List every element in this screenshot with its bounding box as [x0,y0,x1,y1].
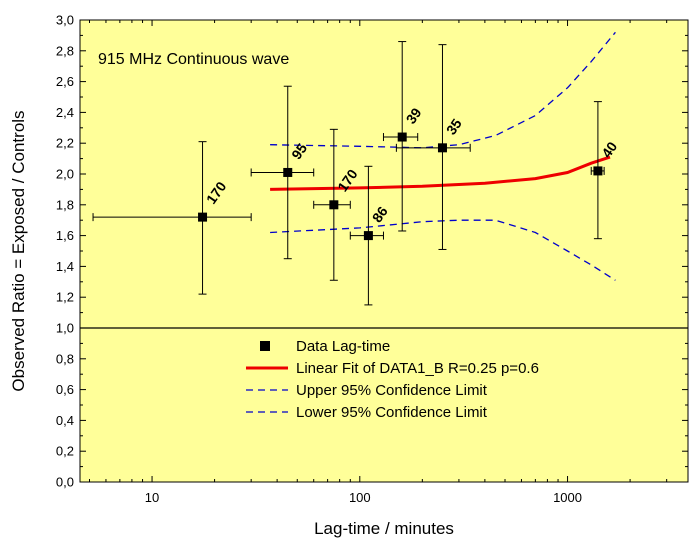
data-point [363,231,373,241]
fit-line [270,155,611,191]
x-axis-title: Lag-time / minutes [314,519,454,538]
y-tick-label: 0,4 [56,413,74,428]
y-tick-label: 1,2 [56,290,74,305]
chart-annotation: 915 MHz Continuous wave [98,51,289,68]
data-point [397,132,407,142]
y-tick-label: 0,0 [56,475,74,490]
y-tick-label: 1,6 [56,228,74,243]
legend-label: Upper 95% Confidence Limit [296,382,488,399]
legend-label: Data Lag-time [296,338,390,355]
y-tick-label: 0,6 [56,382,74,397]
x-tick-label: 10 [145,490,159,505]
plot-area [80,20,688,482]
legend-marker-square [260,341,270,351]
y-tick-label: 2,2 [56,136,74,151]
data-point [437,143,447,153]
y-tick-label: 2,4 [56,105,74,120]
y-tick-label: 2,6 [56,74,74,89]
y-tick-label: 0,8 [56,351,74,366]
x-tick-label: 100 [349,490,371,505]
y-tick-label: 3,0 [56,13,74,28]
data-point [283,167,293,177]
legend-label: Lower 95% Confidence Limit [296,404,488,421]
y-tick-label: 1,0 [56,321,74,336]
lower-confidence-line [270,219,616,281]
legend: Data Lag-time Linear Fit of DATA1_B R=0.2… [246,338,539,421]
y-tick-label: 2,0 [56,167,74,182]
upper-confidence-line [270,31,616,149]
data-point [198,212,208,222]
x-tick-label: 1000 [553,490,582,505]
data-point [329,200,339,210]
y-tick-label: 1,8 [56,197,74,212]
y-tick-label: 0,2 [56,444,74,459]
y-tick-label: 2,8 [56,43,74,58]
legend-label: Linear Fit of DATA1_B R=0.25 p=0.6 [296,360,539,377]
y-axis-title: Observed Ratio = Exposed / Controls [9,110,28,391]
data-point [593,166,603,176]
y-tick-label: 1,4 [56,259,74,274]
